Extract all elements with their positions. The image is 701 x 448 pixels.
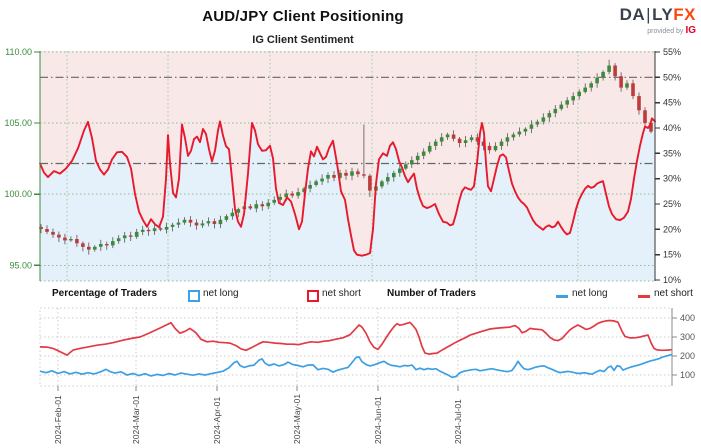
svg-text:15%: 15% [663, 250, 681, 260]
sentiment-axis: 55% 50% 45% 40% 35% 30% 25% 20% 15% 10% [654, 47, 681, 285]
traders-axis: 400 300 200 100 [671, 308, 695, 386]
legend-net-short-count-label: net short [654, 288, 693, 299]
main-gridlines [40, 51, 655, 282]
svg-text:110.00: 110.00 [5, 47, 32, 57]
svg-text:10%: 10% [663, 275, 681, 285]
svg-text:40%: 40% [663, 123, 681, 133]
svg-text:55%: 55% [663, 47, 681, 57]
chart-subtitle: IG Client Sentiment [252, 34, 354, 46]
logo-text-da: DA [619, 5, 646, 24]
provided-by-label: provided by [647, 28, 684, 35]
svg-text:2024-Jul-01: 2024-Jul-01 [453, 399, 463, 444]
month-axis-labels: 2024-Feb-01 2024-Mar-01 2024-Apr-01 2024-Ma… [53, 386, 463, 444]
svg-text:20%: 20% [663, 224, 681, 234]
svg-text:35%: 35% [663, 148, 681, 158]
svg-text:45%: 45% [663, 98, 681, 108]
svg-text:100: 100 [680, 370, 695, 380]
legend: Percentage of Traders net long net short… [0, 288, 701, 304]
page-title: AUD/JPY Client Positioning [202, 8, 404, 25]
fill-below-net-short-line [40, 118, 655, 282]
price-axis: 110.00 105.00 100.00 95.00 [4, 47, 41, 281]
svg-text:2024-Feb-01: 2024-Feb-01 [53, 395, 63, 444]
svg-text:200: 200 [680, 351, 695, 361]
provided-by-line: provided by IG [620, 26, 696, 36]
legend-net-long-pct-label: net long [203, 288, 239, 299]
legend-line-net-short-count-icon [638, 295, 650, 298]
ig-logo: IG [685, 25, 696, 36]
logo-text-fx: FX [673, 5, 696, 24]
svg-text:30%: 30% [663, 174, 681, 184]
svg-text:100.00: 100.00 [4, 189, 32, 199]
legend-net-short-pct-label: net short [322, 288, 361, 299]
svg-text:50%: 50% [663, 72, 681, 82]
legend-line-net-long-count-icon [556, 295, 568, 298]
legend-swatch-net-long-pct-icon [188, 290, 200, 302]
svg-text:300: 300 [680, 332, 695, 342]
reference-lines [40, 76, 655, 165]
traders-chart: 400 300 200 100 2024-Feb-01 2024-Mar-01 2024-A… [39, 307, 695, 444]
svg-text:2024-Jun-01: 2024-Jun-01 [373, 396, 383, 444]
svg-text:2024-Mar-01: 2024-Mar-01 [131, 395, 141, 444]
legend-group-percentage-of-traders: Percentage of Traders [52, 288, 158, 299]
legend-net-long-count-label: net long [572, 288, 608, 299]
dailyfx-wordmark: DA|LYFX [620, 6, 696, 23]
legend-group-number-of-traders: Number of Traders [387, 288, 476, 299]
traders-net-long-line [39, 353, 673, 379]
candles [39, 59, 653, 255]
legend-swatch-net-short-pct-icon [307, 290, 319, 302]
net-short-pct-line [39, 117, 656, 257]
fill-above-net-short-line [40, 51, 655, 256]
svg-text:2024-Apr-01: 2024-Apr-01 [212, 396, 222, 444]
svg-text:95.00: 95.00 [9, 260, 32, 270]
main-chart: 110.00 105.00 100.00 95.00 55% 50% 45% 40% 35% 30… [4, 47, 681, 285]
traders-gridlines [39, 307, 673, 387]
svg-text:105.00: 105.00 [4, 118, 32, 128]
logo-bar-icon: | [646, 5, 652, 24]
svg-text:400: 400 [680, 313, 695, 323]
traders-net-short-line [39, 319, 673, 356]
svg-text:2024-May-01: 2024-May-01 [292, 394, 302, 444]
logo-text-ly: LY [652, 5, 674, 24]
svg-text:25%: 25% [663, 199, 681, 209]
dailyfx-logo: DA|LYFX provided by IG [620, 6, 696, 36]
